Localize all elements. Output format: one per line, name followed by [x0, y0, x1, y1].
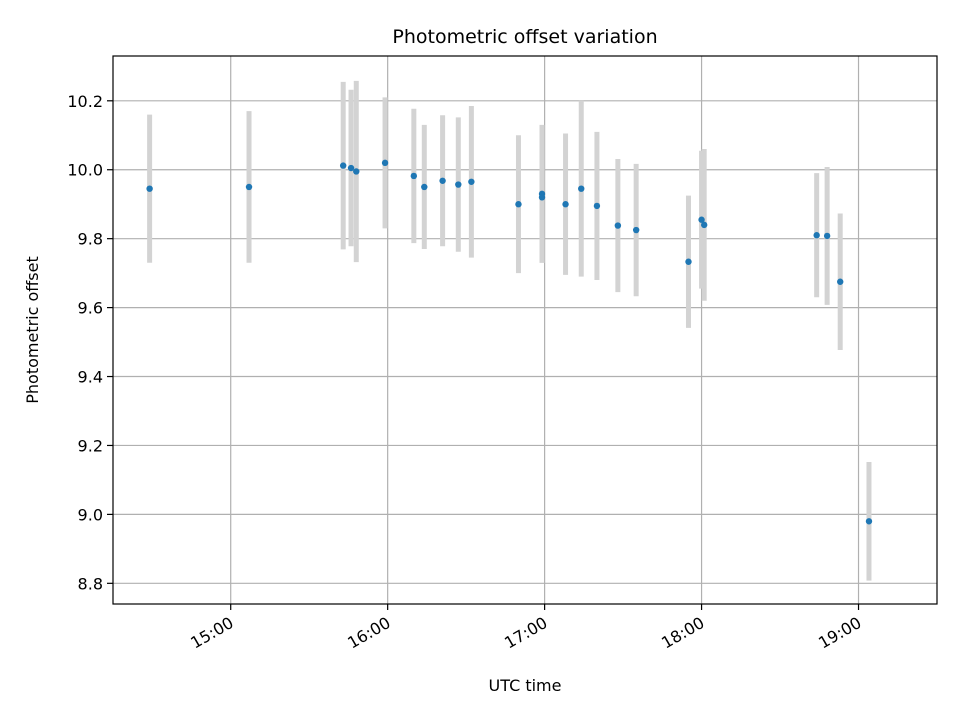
plot-frame — [112, 55, 938, 605]
y-tick-label: 9.2 — [78, 436, 103, 455]
data-point — [439, 177, 446, 184]
data-point — [593, 202, 601, 210]
data-point — [538, 194, 546, 201]
data-point — [813, 232, 820, 239]
data-point — [245, 183, 253, 191]
x-axis-label: UTC time — [489, 676, 562, 695]
y-tick-label: 8.8 — [78, 574, 103, 593]
data-point — [698, 216, 705, 223]
data-point — [837, 278, 844, 285]
y-tick-label: 9.4 — [78, 368, 103, 387]
data-point — [515, 201, 522, 208]
y-tick-label: 10.2 — [67, 92, 103, 111]
data-point — [421, 183, 428, 191]
data-point — [381, 159, 389, 167]
chart-title: Photometric offset variation — [392, 26, 657, 48]
data-point — [353, 168, 360, 175]
data-point — [468, 178, 475, 185]
data-point — [823, 232, 831, 240]
data-point — [347, 164, 355, 172]
data-point — [632, 226, 640, 234]
error-bars — [147, 80, 872, 581]
data-point — [410, 172, 418, 180]
y-axis-label: Photometric offset — [23, 256, 42, 404]
data-point — [614, 222, 622, 229]
x-tick-label: 15:00 — [187, 613, 236, 653]
x-tick-label: 18:00 — [658, 613, 707, 653]
x-tick-label: 19:00 — [815, 613, 864, 653]
data-point — [146, 185, 153, 192]
data-point — [455, 181, 462, 188]
data-point — [865, 518, 873, 525]
data-point — [700, 221, 708, 229]
x-axis-ticks: 15:00 16:00 17:00 18:00 19:00 — [187, 604, 865, 653]
y-tick-label: 9.0 — [78, 505, 103, 524]
x-tick-label: 16:00 — [344, 613, 393, 653]
data-point — [562, 201, 569, 208]
y-tick-label: 9.8 — [78, 230, 103, 249]
x-tick-label: 17:00 — [501, 613, 550, 653]
grid — [113, 56, 937, 604]
y-tick-label: 9.6 — [78, 299, 103, 318]
data-points — [146, 159, 873, 525]
data-point — [339, 162, 347, 169]
data-point — [685, 258, 692, 265]
y-tick-label: 10.0 — [67, 161, 103, 180]
data-point — [578, 185, 585, 192]
y-axis-ticks: 8.8 9.0 9.2 9.4 9.6 9.8 10.0 10.2 — [67, 92, 113, 593]
